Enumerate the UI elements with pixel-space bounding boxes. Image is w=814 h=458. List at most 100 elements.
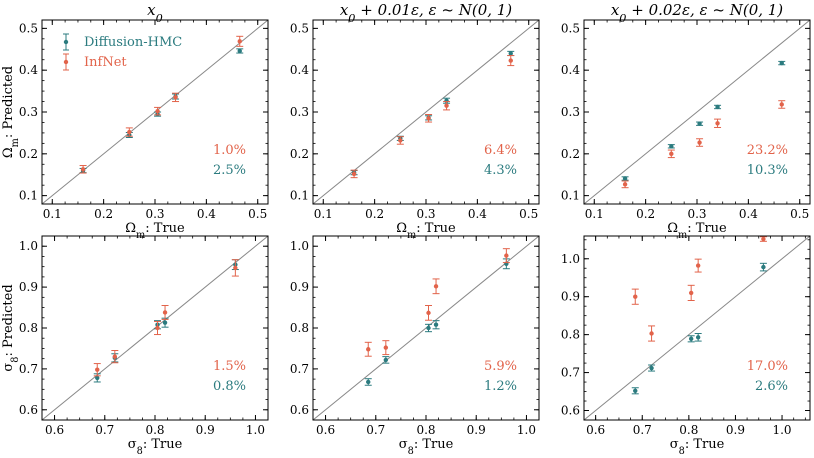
point-infnet-0 — [622, 182, 628, 187]
x-tick-label: 0.4 — [197, 207, 216, 221]
y-tick-label: 0.1 — [19, 189, 38, 203]
point-infnet-3 — [162, 310, 168, 315]
legend-entry-diffusion-hmc: Diffusion-HMC — [84, 35, 182, 50]
diffusion-error-pct: 4.3% — [484, 163, 517, 178]
x-tick-label: 0.6 — [316, 423, 335, 437]
point-diffusion-3 — [433, 322, 439, 327]
point-diffusion-3 — [695, 335, 701, 340]
y-tick-label: 0.2 — [19, 147, 38, 161]
point-infnet-2 — [688, 290, 694, 296]
panel-5: 0.6 0.7 0.8 0.9 1.0 0.6 0.7 0.8 0.9 1.0 σ8: True 5.… — [290, 235, 540, 457]
y-tick-label: 0.7 — [561, 366, 580, 380]
point-infnet-2 — [426, 116, 431, 121]
point-infnet-2 — [697, 140, 702, 145]
point-infnet-2 — [426, 310, 431, 316]
x-tick-label: 0.8 — [145, 423, 164, 437]
x-tick-label: 0.8 — [416, 423, 435, 437]
point-infnet-3 — [695, 263, 701, 268]
panel-2: 0.1 0.2 0.3 0.4 0.5 0.1 0.2 0.3 0.4 0.5 x0 + 0.01ε… — [290, 1, 540, 241]
x-tick-label: 0.3 — [416, 207, 435, 221]
x-tick-label: 1.0 — [772, 423, 791, 437]
x-tick-label: 0.1 — [314, 207, 333, 221]
y-tick-label: 1.0 — [561, 252, 580, 266]
infnet-error-pct: 17.0% — [747, 359, 788, 374]
y-tick-label: 0.6 — [290, 403, 309, 417]
point-infnet-0 — [633, 294, 638, 299]
diffusion-error-pct: 2.6% — [755, 379, 788, 394]
x-tick-label: 0.7 — [633, 423, 652, 437]
identity-line — [41, 235, 269, 421]
y-tick-label: 0.4 — [561, 63, 580, 77]
x-tick-label: 0.1 — [585, 207, 604, 221]
point-infnet-3 — [173, 95, 178, 100]
infnet-error-pct: 1.0% — [213, 143, 246, 158]
x-tick-label: 0.5 — [790, 207, 809, 221]
x-tick-label: 0.2 — [636, 207, 655, 221]
point-diffusion-4 — [761, 264, 766, 270]
x-tick-label: 0.3 — [145, 207, 164, 221]
y-tick-label: 0.3 — [290, 105, 309, 119]
panel-1: 0.1 0.2 0.3 0.4 0.5 0.1 0.2 0.3 0.4 0.5 x0 Ωm: True… — [1, 1, 269, 241]
y-tick-label: 0.9 — [561, 290, 580, 304]
y-tick-label: 0.8 — [290, 321, 309, 335]
point-infnet-1 — [669, 151, 674, 157]
point-infnet-1 — [112, 354, 118, 359]
y-tick-label: 1.0 — [290, 239, 309, 253]
point-diffusion-4 — [508, 51, 513, 56]
point-infnet-3 — [715, 121, 720, 126]
panel-title: x0 + 0.02ε, ε ~ N(0, 1) — [611, 1, 783, 25]
x-tick-label: 0.8 — [679, 423, 698, 437]
x-tick-label: 0.9 — [467, 423, 486, 437]
point-infnet-4 — [237, 39, 242, 44]
point-diffusion-3 — [162, 320, 168, 325]
x-tick-label: 0.4 — [468, 207, 487, 221]
x-tick-label: 0.5 — [519, 207, 538, 221]
x-tick-label: 0.9 — [196, 423, 215, 437]
panel-title: x0 + 0.01ε, ε ~ N(0, 1) — [340, 1, 512, 25]
diffusion-error-pct: 1.2% — [484, 379, 517, 394]
point-diffusion-1 — [669, 144, 674, 149]
x-tick-label: 0.6 — [586, 423, 605, 437]
x-axis-label: σ8: True — [670, 437, 725, 457]
y-tick-label: 0.1 — [290, 189, 309, 203]
point-infnet-1 — [127, 129, 132, 135]
point-infnet-0 — [80, 167, 86, 172]
y-tick-label: 0.4 — [19, 63, 38, 77]
identity-line — [312, 235, 540, 421]
identity-line — [583, 19, 811, 205]
x-tick-label: 0.9 — [726, 423, 745, 437]
x-axis-label: σ8: True — [128, 437, 183, 457]
x-tick-label: 0.2 — [94, 207, 113, 221]
point-infnet-3 — [433, 284, 439, 289]
y-tick-label: 0.7 — [19, 362, 38, 376]
infnet-error-pct: 6.4% — [484, 143, 517, 158]
x-tick-label: 1.0 — [517, 423, 536, 437]
y-tick-label: 0.5 — [19, 21, 38, 35]
y-axis-label: Ωm: Predicted — [1, 66, 21, 158]
point-infnet-1 — [649, 331, 654, 336]
y-tick-label: 0.6 — [19, 403, 38, 417]
y-tick-label: 0.3 — [561, 105, 580, 119]
infnet-error-pct: 23.2% — [747, 143, 788, 158]
y-tick-label: 0.4 — [290, 63, 309, 77]
point-diffusion-2 — [697, 121, 702, 126]
x-tick-label: 0.2 — [365, 207, 384, 221]
point-infnet-3 — [444, 103, 449, 108]
panel-title: x0 — [147, 1, 163, 25]
point-infnet-2 — [155, 108, 160, 114]
point-diffusion-2 — [688, 336, 694, 342]
x-axis-label: Ωm: True — [667, 221, 727, 241]
point-infnet-0 — [95, 367, 100, 372]
legend-marker-dot — [63, 39, 69, 45]
point-infnet-0 — [351, 171, 357, 177]
infnet-error-pct: 1.5% — [213, 359, 246, 374]
point-diffusion-3 — [715, 104, 720, 110]
y-axis-label: σ8: Predicted — [1, 284, 21, 371]
x-axis-label: Ωm: True — [125, 221, 185, 241]
legend: Diffusion-HMC InfNet — [63, 33, 182, 71]
y-tick-label: 0.2 — [561, 147, 580, 161]
legend-entry-infnet: InfNet — [84, 55, 127, 70]
point-infnet-0 — [366, 347, 371, 352]
point-infnet-4 — [233, 265, 238, 271]
